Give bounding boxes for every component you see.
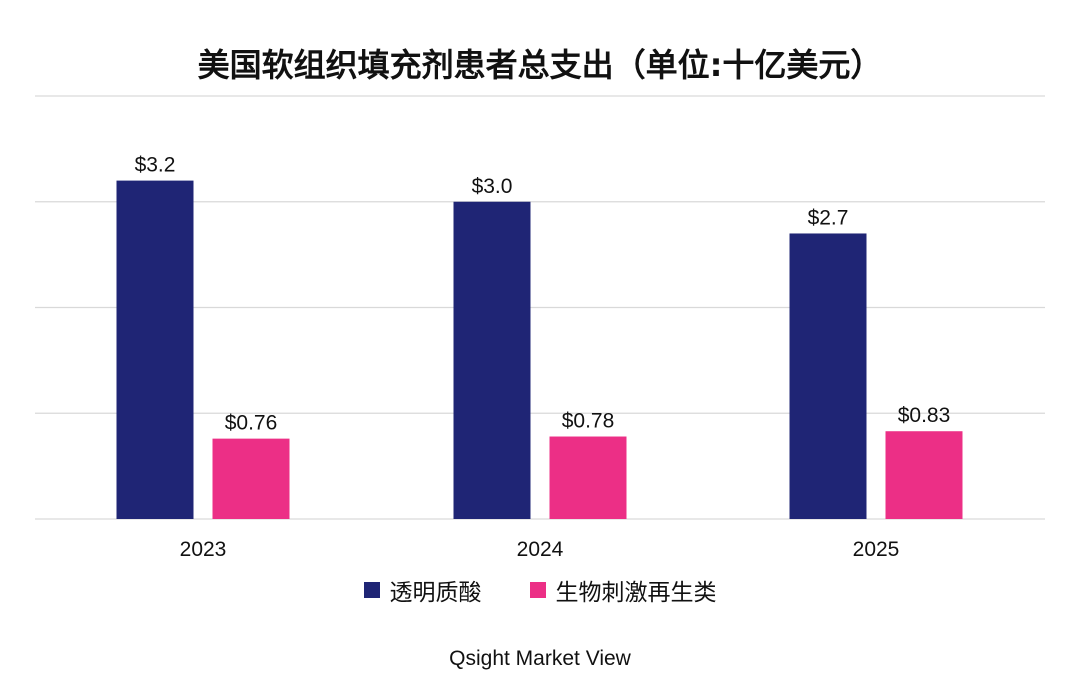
- data-label: $3.0: [472, 175, 513, 198]
- data-label: $0.83: [898, 404, 951, 427]
- legend: 透明质酸 生物刺激再生类: [0, 573, 1080, 607]
- legend-item-hyaluronic: 透明质酸: [363, 573, 482, 607]
- legend-label-biostimulator: 生物刺激再生类: [555, 580, 717, 606]
- legend-swatch-biostimulator: [529, 582, 546, 598]
- bar: [116, 180, 194, 519]
- source-caption: Qsight Market View: [449, 647, 631, 670]
- bar: [789, 233, 867, 519]
- bar: [549, 436, 627, 519]
- legend-label-hyaluronic: 透明质酸: [389, 580, 482, 606]
- data-label: $2.7: [808, 206, 849, 229]
- data-label: $0.76: [225, 412, 278, 435]
- bar: [885, 431, 963, 519]
- chart-title: 美国软组织填充剂患者总支出（单位:十亿美元）: [197, 46, 883, 84]
- x-tick-label: 2024: [517, 538, 564, 561]
- data-label: $3.2: [135, 154, 176, 177]
- bar: [212, 438, 290, 519]
- legend-swatch-hyaluronic: [363, 582, 380, 598]
- data-label: $0.78: [562, 410, 615, 433]
- x-tick-label: 2023: [180, 538, 227, 561]
- x-tick-label: 2025: [853, 538, 900, 561]
- legend-item-biostimulator: 生物刺激再生类: [529, 573, 717, 607]
- bar: [453, 201, 531, 519]
